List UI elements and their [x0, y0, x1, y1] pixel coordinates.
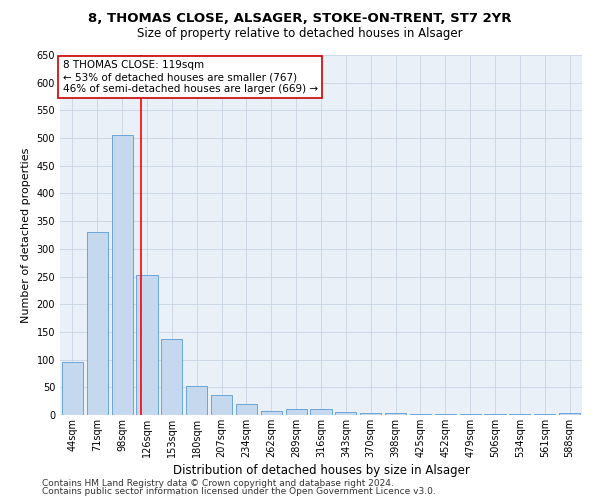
Bar — [460, 414, 481, 415]
Bar — [484, 414, 506, 415]
Bar — [534, 414, 555, 415]
Y-axis label: Number of detached properties: Number of detached properties — [21, 148, 31, 322]
Bar — [87, 232, 108, 415]
Bar — [335, 412, 356, 415]
Bar — [62, 362, 83, 415]
Bar — [385, 414, 406, 415]
Bar — [559, 413, 580, 415]
Bar — [186, 386, 207, 415]
Bar — [435, 414, 456, 415]
Bar — [360, 414, 381, 415]
Text: Size of property relative to detached houses in Alsager: Size of property relative to detached ho… — [137, 28, 463, 40]
Text: Contains public sector information licensed under the Open Government Licence v3: Contains public sector information licen… — [42, 487, 436, 496]
Bar — [410, 414, 431, 415]
Bar — [236, 404, 257, 415]
Bar — [509, 414, 530, 415]
Bar — [286, 410, 307, 415]
Bar — [310, 410, 332, 415]
Text: Contains HM Land Registry data © Crown copyright and database right 2024.: Contains HM Land Registry data © Crown c… — [42, 478, 394, 488]
Bar — [261, 410, 282, 415]
Bar — [136, 276, 158, 415]
Text: 8 THOMAS CLOSE: 119sqm
← 53% of detached houses are smaller (767)
46% of semi-de: 8 THOMAS CLOSE: 119sqm ← 53% of detached… — [62, 60, 318, 94]
Bar — [211, 394, 232, 415]
Bar — [112, 136, 133, 415]
Bar — [161, 339, 182, 415]
X-axis label: Distribution of detached houses by size in Alsager: Distribution of detached houses by size … — [173, 464, 469, 477]
Text: 8, THOMAS CLOSE, ALSAGER, STOKE-ON-TRENT, ST7 2YR: 8, THOMAS CLOSE, ALSAGER, STOKE-ON-TRENT… — [88, 12, 512, 26]
